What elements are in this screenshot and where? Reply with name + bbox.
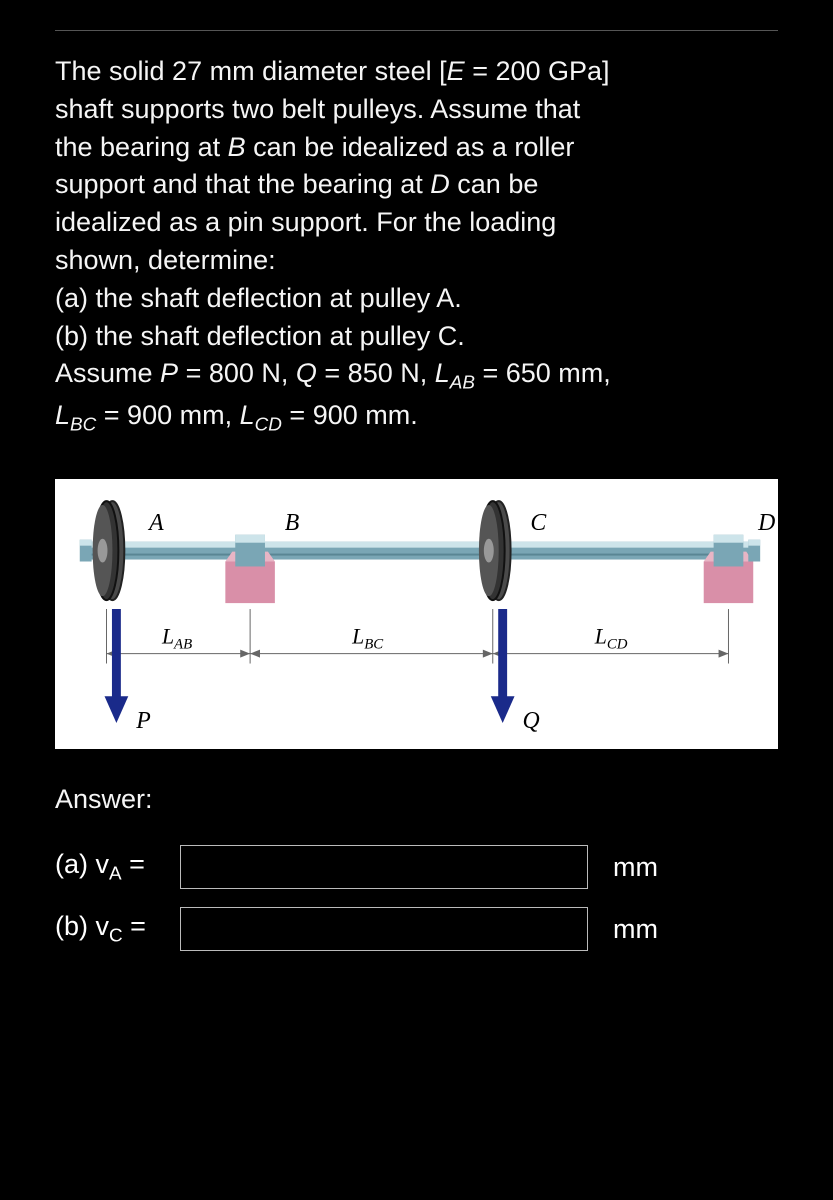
unit-b: mm: [613, 914, 658, 945]
svg-text:Q: Q: [522, 708, 539, 734]
svg-text:LBC: LBC: [351, 625, 384, 653]
unit-a: mm: [613, 852, 658, 883]
answer-row-a: (a) vA = mm: [55, 845, 778, 889]
label-a: A: [147, 510, 164, 536]
answer-row-b: (b) vC = mm: [55, 907, 778, 951]
answer-heading: Answer:: [55, 784, 778, 815]
input-vc[interactable]: [180, 907, 588, 951]
top-divider: [55, 30, 778, 31]
input-va[interactable]: [180, 845, 588, 889]
problem-statement: The solid 27 mm diameter steel [E = 200 …: [55, 53, 778, 439]
svg-text:LAB: LAB: [161, 625, 192, 653]
label-d: D: [757, 510, 775, 536]
shaft-diagram: A B C D LAB LBC LCD P: [55, 479, 778, 749]
svg-text:LCD: LCD: [594, 625, 628, 653]
label-c: C: [530, 510, 547, 536]
label-b: B: [285, 510, 300, 536]
svg-text:P: P: [135, 708, 151, 734]
